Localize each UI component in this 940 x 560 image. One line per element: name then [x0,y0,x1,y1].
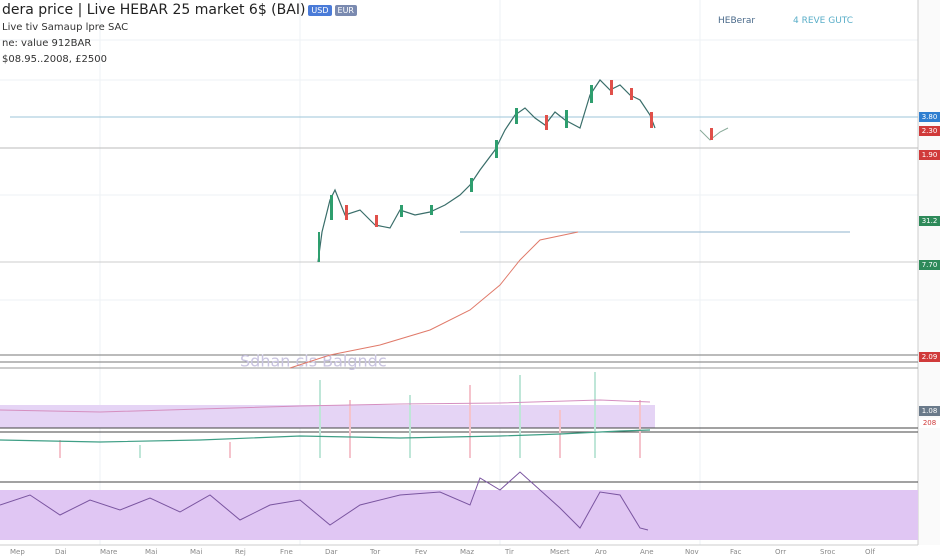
x-label: Dar [325,548,338,556]
x-label: Fne [280,548,293,556]
x-label: Fev [415,548,428,556]
x-label: Aro [595,548,607,556]
x-label: Tor [370,548,381,556]
price-tag: 31.2 [919,216,940,226]
badge: USD [308,4,332,16]
price-tag: 7.70 [919,260,940,270]
x-label: Tir [505,548,514,556]
watermark: Sdhan cls Balgndc [240,352,387,371]
volume-ma [0,429,651,443]
info-line: $08.95..2008, £2500 [2,54,107,65]
x-label: Fac [730,548,742,556]
info-line: Live tiv Samaup lpre SAC [2,22,129,33]
price-tag: 2.30 [919,126,940,136]
x-label: Rej [235,548,246,556]
price-tag: 1.90 [919,150,940,160]
candles [318,80,713,262]
x-label: Mai [145,548,158,556]
price-tag: 208 [919,418,940,428]
price-axis [918,0,940,545]
x-label: Dai [55,548,67,556]
x-label: Mare [100,548,118,556]
x-label: Sroc [820,548,836,556]
x-label: Ane [640,548,654,556]
price-line [699,127,729,141]
info-line: ne: value 912BAR [2,38,92,49]
title-text: dera price | Live HEBAR 25 market 6$ (BA… [2,2,306,18]
price-line [317,79,656,263]
volume-bars [59,372,641,458]
price-tag: 2.09 [919,352,940,362]
grid [0,0,918,545]
ma-curve [289,231,579,369]
volume-ma [0,399,651,413]
badge: EUR [334,4,357,16]
price-tag: 3.80 [919,112,940,122]
x-label: Mai [190,548,203,556]
price-tag: 1.08 [919,406,940,416]
brand[interactable]: HEBerar [718,16,756,26]
volume-band [0,405,655,428]
x-label: Olf [865,548,875,556]
status: 4 REVE GUTC [793,16,854,26]
rsi-band [0,490,918,540]
rsi-line [0,471,649,531]
page-title: dera price | Live HEBAR 25 market 6$ (BA… [2,2,357,18]
x-label: Msert [550,548,570,556]
x-label: Maz [460,548,475,556]
x-label: Mep [10,548,25,556]
x-label: Orr [775,548,787,556]
x-label: Nov [685,548,699,556]
